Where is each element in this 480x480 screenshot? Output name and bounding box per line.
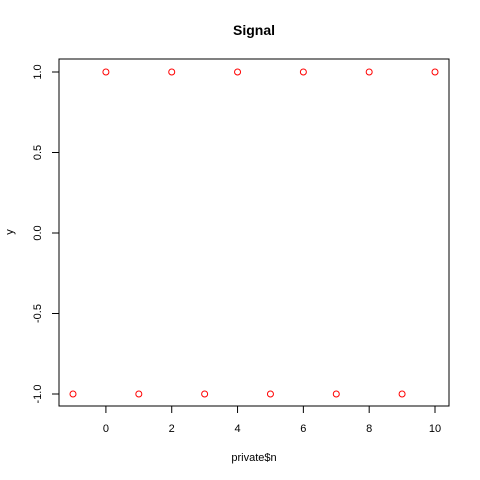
x-tick-label: 4 — [234, 423, 240, 435]
plot-frame — [58, 58, 450, 407]
x-axis-label: private$n — [231, 452, 276, 464]
data-point — [332, 390, 340, 398]
data-point — [266, 390, 274, 398]
data-point — [102, 68, 110, 76]
x-tick-label: 2 — [169, 423, 175, 435]
data-point — [135, 390, 143, 398]
y-tick-label: -1.0 — [32, 385, 44, 404]
y-tick-label: 0.5 — [32, 145, 44, 160]
x-tick-label: 8 — [366, 423, 372, 435]
y-tick-label: 1.0 — [32, 64, 44, 79]
x-tick-label: 6 — [300, 423, 306, 435]
data-point — [201, 390, 209, 398]
data-point — [234, 68, 242, 76]
data-point — [69, 390, 77, 398]
chart-title: Signal — [233, 22, 275, 38]
y-axis-label: y — [4, 229, 16, 235]
x-axis: 0 2 4 6 8 10 — [103, 405, 441, 435]
data-point — [168, 68, 176, 76]
x-tick-label: 0 — [103, 423, 109, 435]
y-tick-label: 0.0 — [32, 225, 44, 240]
y-axis: -1.0 -0.5 0.0 0.5 1.0 — [32, 64, 60, 403]
data-point — [431, 68, 439, 76]
data-point — [398, 390, 406, 398]
data-points — [69, 68, 439, 398]
y-tick-label: -0.5 — [32, 304, 44, 323]
x-tick-group: 0 2 4 6 8 10 — [103, 406, 441, 435]
data-point — [365, 68, 373, 76]
x-tick-label: 10 — [429, 423, 441, 435]
data-point — [299, 68, 307, 76]
y-tick-group: -1.0 -0.5 0.0 0.5 1.0 — [32, 64, 59, 403]
